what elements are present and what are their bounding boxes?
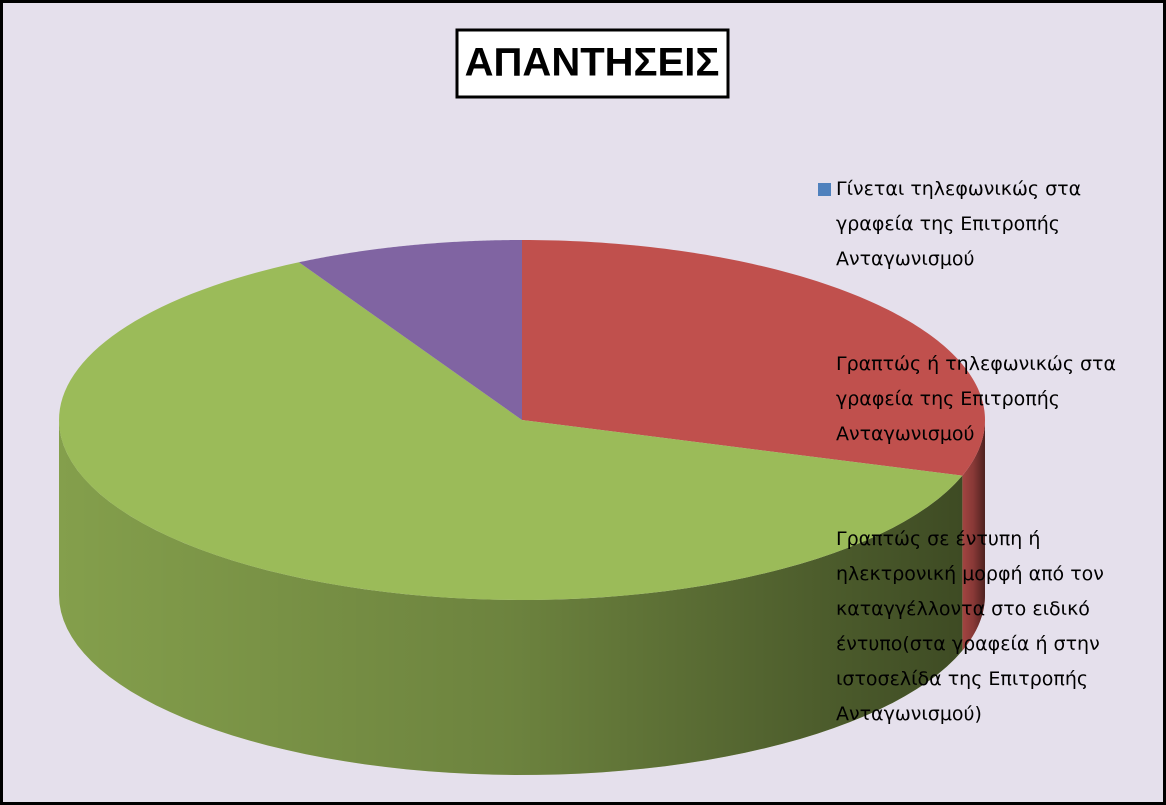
slice	[522, 240, 985, 476]
legend-label: Γραπτώς ή τηλεφωνικώς στα γραφεία της Επ…	[836, 353, 1117, 445]
slice	[298, 240, 522, 420]
legend	[818, 183, 831, 546]
legend-marker	[818, 183, 831, 196]
legend-marker	[818, 358, 831, 371]
pie	[59, 240, 985, 775]
legend-label: Γραπτώς σε έντυπη ή ηλεκτρονική μορφή απ…	[836, 528, 1104, 725]
slice-side-shade	[962, 420, 985, 651]
title-box	[455, 28, 730, 99]
slice-side-shade	[59, 420, 963, 775]
legend-marker	[818, 533, 831, 546]
chart-title: ΑΠΑΝΤΗΣΕΙΣ	[465, 41, 720, 85]
legend-label: Γίνεται τηλεφωνικώς στα γραφεία της Επιτ…	[836, 178, 1082, 270]
slice	[59, 262, 963, 600]
